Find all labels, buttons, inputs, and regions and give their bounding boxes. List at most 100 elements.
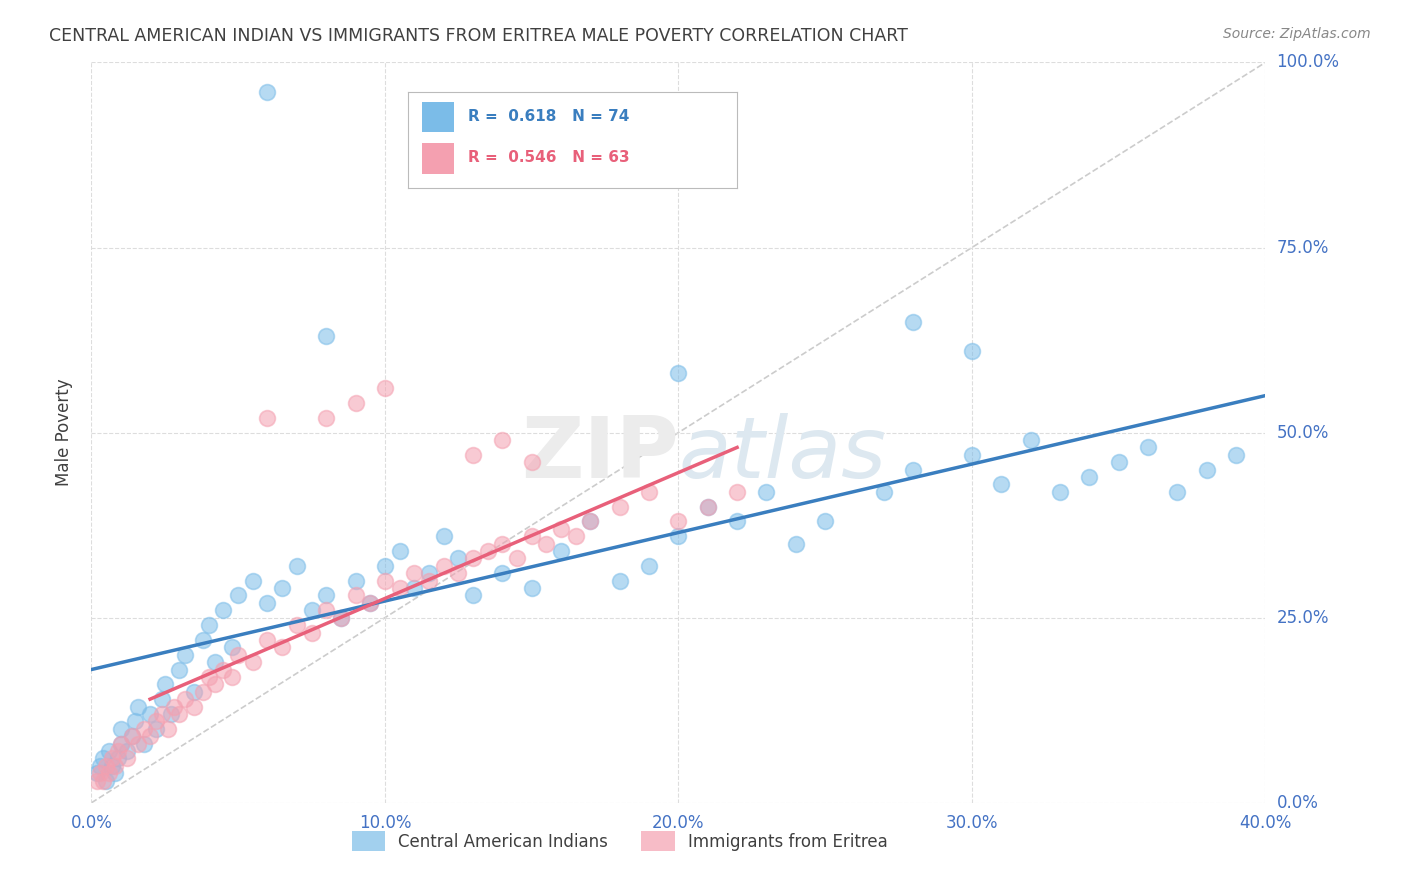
Point xyxy=(638,558,661,573)
Point xyxy=(1166,484,1188,499)
Point xyxy=(374,574,396,588)
Point xyxy=(696,500,718,514)
Point xyxy=(121,729,143,743)
Point xyxy=(550,522,572,536)
Point xyxy=(814,515,837,529)
Point xyxy=(104,766,127,780)
Point xyxy=(271,581,294,595)
Point xyxy=(520,581,543,595)
Text: 50.0%: 50.0% xyxy=(1277,424,1329,442)
Point xyxy=(221,640,243,655)
Point xyxy=(212,663,235,677)
Point xyxy=(579,515,602,529)
Point xyxy=(404,581,426,595)
Point xyxy=(520,455,543,469)
Point xyxy=(145,722,167,736)
Point xyxy=(256,410,278,425)
Point xyxy=(98,766,121,780)
Text: 30.0%: 30.0% xyxy=(946,814,998,832)
Text: 40.0%: 40.0% xyxy=(1239,814,1292,832)
Point xyxy=(204,655,226,669)
Point xyxy=(197,618,219,632)
Text: 0.0%: 0.0% xyxy=(70,814,112,832)
Point xyxy=(183,699,205,714)
Point xyxy=(134,737,156,751)
Point xyxy=(388,581,411,595)
Point xyxy=(755,484,778,499)
Text: Source: ZipAtlas.com: Source: ZipAtlas.com xyxy=(1223,27,1371,41)
Point xyxy=(107,751,129,765)
Text: 75.0%: 75.0% xyxy=(1277,238,1329,257)
Point xyxy=(666,515,689,529)
Point xyxy=(666,367,689,381)
Point xyxy=(89,766,111,780)
Point xyxy=(432,558,454,573)
Point xyxy=(461,448,484,462)
Point xyxy=(506,551,529,566)
Point xyxy=(134,722,156,736)
Point xyxy=(536,536,558,550)
Point xyxy=(447,551,470,566)
Legend: Central American Indians, Immigrants from Eritrea: Central American Indians, Immigrants fro… xyxy=(344,825,894,857)
Point xyxy=(242,655,264,669)
Point xyxy=(301,625,323,640)
Point xyxy=(226,648,249,662)
Point xyxy=(256,596,278,610)
Point xyxy=(329,610,352,624)
Point xyxy=(725,484,748,499)
Point xyxy=(374,558,396,573)
Point xyxy=(226,589,249,603)
Text: 20.0%: 20.0% xyxy=(652,814,704,832)
Point xyxy=(94,758,117,772)
Point xyxy=(197,670,219,684)
Point xyxy=(127,699,149,714)
Point xyxy=(315,410,337,425)
Point xyxy=(432,529,454,543)
Text: 0.0%: 0.0% xyxy=(1277,794,1319,812)
Point xyxy=(374,381,396,395)
Point xyxy=(344,574,367,588)
Point xyxy=(256,632,278,647)
Point xyxy=(1019,433,1042,447)
Point xyxy=(204,677,226,691)
Point xyxy=(564,529,586,543)
Point xyxy=(359,596,381,610)
Point xyxy=(447,566,470,581)
Point xyxy=(960,448,983,462)
Point xyxy=(162,699,184,714)
Point xyxy=(461,589,484,603)
Point xyxy=(110,737,132,751)
Point xyxy=(1049,484,1071,499)
Point xyxy=(104,758,127,772)
Point xyxy=(86,766,108,780)
Point xyxy=(107,744,129,758)
Point xyxy=(491,536,513,550)
Point xyxy=(404,566,426,581)
Point xyxy=(91,773,114,788)
Point xyxy=(461,551,484,566)
Point xyxy=(94,773,117,788)
Point xyxy=(169,663,191,677)
Point xyxy=(150,706,173,721)
Point xyxy=(110,722,132,736)
Y-axis label: Male Poverty: Male Poverty xyxy=(55,379,73,486)
Point xyxy=(491,566,513,581)
Point xyxy=(101,758,124,772)
Point xyxy=(89,758,111,772)
Point xyxy=(159,706,181,721)
Point xyxy=(315,603,337,617)
Point xyxy=(86,773,108,788)
Point xyxy=(359,596,381,610)
Text: 100.0%: 100.0% xyxy=(1277,54,1340,71)
Point xyxy=(1195,462,1218,476)
Point xyxy=(139,706,162,721)
Point xyxy=(221,670,243,684)
Text: CENTRAL AMERICAN INDIAN VS IMMIGRANTS FROM ERITREA MALE POVERTY CORRELATION CHAR: CENTRAL AMERICAN INDIAN VS IMMIGRANTS FR… xyxy=(49,27,908,45)
Point xyxy=(115,744,138,758)
Point xyxy=(418,574,440,588)
Text: 10.0%: 10.0% xyxy=(359,814,411,832)
Point xyxy=(696,500,718,514)
Point xyxy=(145,714,167,729)
Text: ZIP: ZIP xyxy=(520,413,678,496)
Point xyxy=(315,329,337,343)
